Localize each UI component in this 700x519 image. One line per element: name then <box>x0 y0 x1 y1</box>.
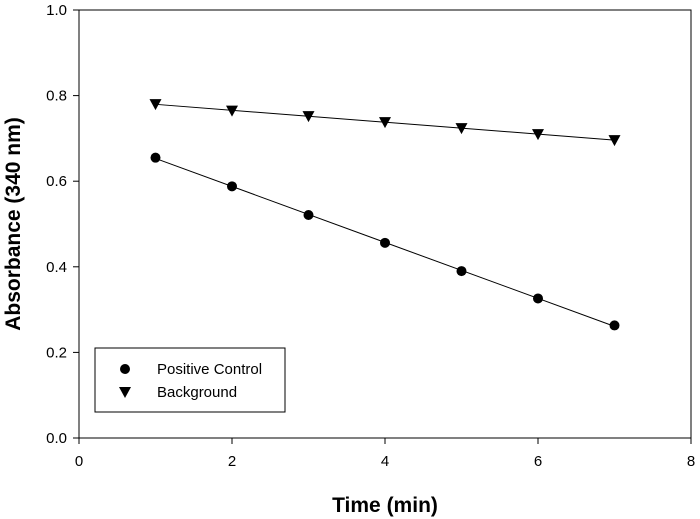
data-point <box>226 105 238 117</box>
legend-label: Background <box>157 384 237 401</box>
legend-label: Positive Control <box>157 361 262 378</box>
series-background <box>149 99 621 147</box>
data-point <box>380 237 390 248</box>
data-point <box>302 111 315 123</box>
y-tick-label: 1.0 <box>46 2 67 19</box>
legend: Positive Control Background <box>94 347 286 413</box>
data-point <box>608 135 621 147</box>
x-axis-title: Time (min) <box>332 494 438 517</box>
y-tick-label: 0.6 <box>46 173 67 190</box>
x-tick-label: 2 <box>228 453 236 470</box>
x-tick-label: 8 <box>687 453 695 470</box>
y-tick-label: 0.2 <box>46 344 67 361</box>
data-point <box>533 293 543 304</box>
y-tick-label: 0.8 <box>46 88 67 105</box>
series-positive-control <box>150 152 620 331</box>
series-layer <box>149 99 621 331</box>
data-point <box>456 266 467 277</box>
data-point <box>303 210 314 221</box>
axis-ticks: 0 2 4 6 8 0.0 0.2 0.4 0.6 0.8 1.0 <box>46 2 695 470</box>
x-tick-label: 6 <box>534 453 542 470</box>
legend-marker <box>120 364 130 374</box>
data-point <box>455 123 468 135</box>
data-point <box>532 129 544 141</box>
data-point <box>150 152 161 163</box>
data-point <box>227 181 237 192</box>
legend-box <box>94 347 286 413</box>
x-tick-label: 4 <box>381 453 389 470</box>
legend-marker <box>119 387 131 398</box>
y-axis-title: Absorbance (340 nm) <box>2 117 25 331</box>
data-point <box>379 117 391 129</box>
data-point <box>149 99 162 111</box>
data-point <box>609 320 620 331</box>
y-tick-label: 0.0 <box>46 430 67 447</box>
x-tick-label: 0 <box>75 453 83 470</box>
y-tick-label: 0.4 <box>46 259 67 276</box>
